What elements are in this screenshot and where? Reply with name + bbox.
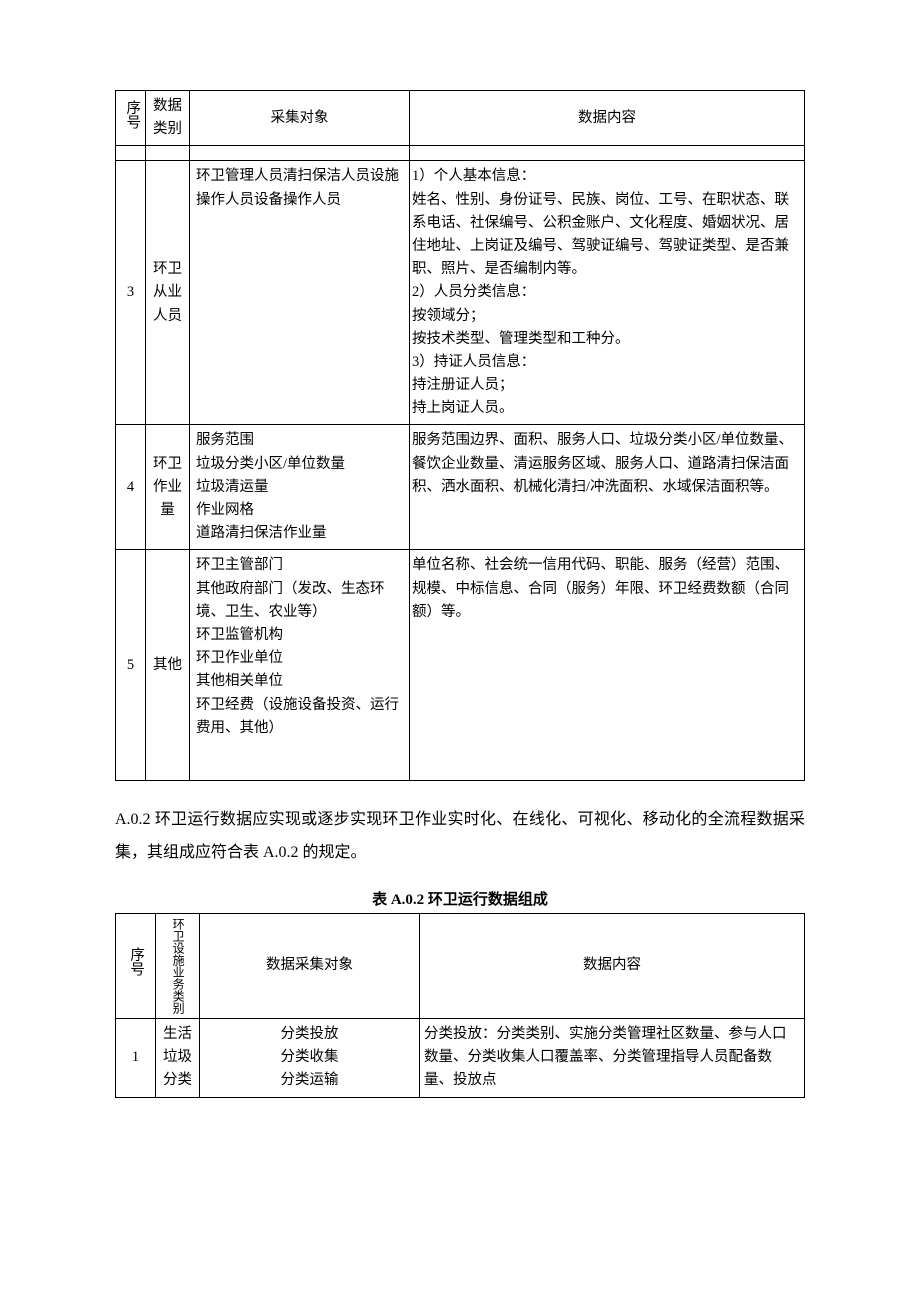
table-a02: 序号 环卫设施业务类别 数据采集对象 数据内容 1 生活垃圾分类 分类投放 分类… xyxy=(115,913,805,1098)
cell-object: 环卫主管部门 其他政府部门（发改、生态环境、卫生、农业等） 环卫监管机构 环卫作… xyxy=(190,550,410,781)
cell-content: 单位名称、社会统一信用代码、职能、服务（经营）范围、规模、中标信息、合同（服务）… xyxy=(410,550,805,781)
cell-seq: 5 xyxy=(116,550,146,781)
table-caption: 表 A.0.2 环卫运行数据组成 xyxy=(115,888,805,909)
table-header-row: 序号 环卫设施业务类别 数据采集对象 数据内容 xyxy=(116,914,805,1019)
paragraph-a02: A.0.2 环卫运行数据应实现或逐步实现环卫作业实时化、在线化、可视化、移动化的… xyxy=(115,803,805,870)
table-row: 1 生活垃圾分类 分类投放 分类收集 分类运输 分类投放：分类类别、实施分类管理… xyxy=(116,1019,805,1098)
col-header-object: 数据采集对象 xyxy=(200,914,420,1019)
document-page: 序号 数据类别 采集对象 数据内容 3 环卫从业人员 环卫管理人员清扫保洁人员设… xyxy=(0,0,920,1158)
cell-seq: 3 xyxy=(116,161,146,425)
cell-content: 分类投放：分类类别、实施分类管理社区数量、参与人口数量、分类收集人口覆盖率、分类… xyxy=(420,1019,805,1098)
table-a01-continued: 序号 数据类别 采集对象 数据内容 3 环卫从业人员 环卫管理人员清扫保洁人员设… xyxy=(115,90,805,781)
col-header-seq: 序号 xyxy=(116,91,146,146)
col-header-content: 数据内容 xyxy=(410,91,805,146)
col-header-seq: 序号 xyxy=(116,914,156,1019)
table-spacer-row xyxy=(116,146,805,161)
cell-content: 服务范围边界、面积、服务人口、垃圾分类小区/单位数量、餐饮企业数量、清运服务区域… xyxy=(410,425,805,550)
cell-category: 环卫从业人员 xyxy=(146,161,190,425)
cell-object: 分类投放 分类收集 分类运输 xyxy=(200,1019,420,1098)
cell-category: 其他 xyxy=(146,550,190,781)
cell-seq: 1 xyxy=(116,1019,156,1098)
cell-category: 生活垃圾分类 xyxy=(156,1019,200,1098)
col-header-content: 数据内容 xyxy=(420,914,805,1019)
table-row: 3 环卫从业人员 环卫管理人员清扫保洁人员设施操作人员设备操作人员 1）个人基本… xyxy=(116,161,805,425)
col-header-category: 数据类别 xyxy=(146,91,190,146)
cell-seq: 4 xyxy=(116,425,146,550)
col-header-category: 环卫设施业务类别 xyxy=(156,914,200,1019)
col-header-object: 采集对象 xyxy=(190,91,410,146)
table-header-row: 序号 数据类别 采集对象 数据内容 xyxy=(116,91,805,146)
cell-category: 环卫作业量 xyxy=(146,425,190,550)
cell-object: 服务范围 垃圾分类小区/单位数量 垃圾清运量 作业网格 道路清扫保洁作业量 xyxy=(190,425,410,550)
table-row: 5 其他 环卫主管部门 其他政府部门（发改、生态环境、卫生、农业等） 环卫监管机… xyxy=(116,550,805,781)
cell-content: 1）个人基本信息： 姓名、性别、身份证号、民族、岗位、工号、在职状态、联系电话、… xyxy=(410,161,805,425)
cell-object: 环卫管理人员清扫保洁人员设施操作人员设备操作人员 xyxy=(190,161,410,425)
table-row: 4 环卫作业量 服务范围 垃圾分类小区/单位数量 垃圾清运量 作业网格 道路清扫… xyxy=(116,425,805,550)
